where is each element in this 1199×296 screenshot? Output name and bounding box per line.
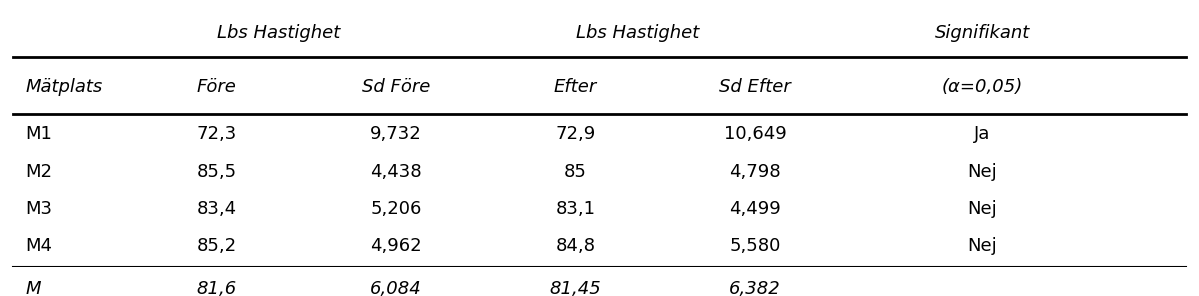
Text: Lbs Hastighet: Lbs Hastighet — [576, 24, 699, 42]
Text: 10,649: 10,649 — [724, 126, 787, 143]
Text: 4,499: 4,499 — [729, 200, 781, 218]
Text: M: M — [25, 280, 41, 296]
Text: Sd Före: Sd Före — [362, 78, 430, 96]
Text: 4,798: 4,798 — [729, 163, 781, 181]
Text: (α=0,05): (α=0,05) — [941, 78, 1023, 96]
Text: 6,084: 6,084 — [370, 280, 422, 296]
Text: Nej: Nej — [968, 237, 998, 255]
Text: M3: M3 — [25, 200, 53, 218]
Text: 5,206: 5,206 — [370, 200, 422, 218]
Text: 85,5: 85,5 — [197, 163, 236, 181]
Text: Ja: Ja — [974, 126, 990, 143]
Text: 4,438: 4,438 — [370, 163, 422, 181]
Text: 9,732: 9,732 — [370, 126, 422, 143]
Text: 81,6: 81,6 — [197, 280, 237, 296]
Text: M4: M4 — [25, 237, 53, 255]
Text: 83,4: 83,4 — [197, 200, 236, 218]
Text: Efter: Efter — [554, 78, 597, 96]
Text: 85: 85 — [565, 163, 588, 181]
Text: 6,382: 6,382 — [729, 280, 781, 296]
Text: M1: M1 — [25, 126, 53, 143]
Text: 85,2: 85,2 — [197, 237, 236, 255]
Text: Före: Före — [197, 78, 236, 96]
Text: Sd Efter: Sd Efter — [719, 78, 791, 96]
Text: 5,580: 5,580 — [729, 237, 781, 255]
Text: Nej: Nej — [968, 163, 998, 181]
Text: Signifikant: Signifikant — [935, 24, 1030, 42]
Text: 83,1: 83,1 — [555, 200, 596, 218]
Text: 72,3: 72,3 — [197, 126, 237, 143]
Text: Nej: Nej — [968, 200, 998, 218]
Text: Mätplats: Mätplats — [25, 78, 103, 96]
Text: M2: M2 — [25, 163, 53, 181]
Text: 72,9: 72,9 — [555, 126, 596, 143]
Text: 84,8: 84,8 — [555, 237, 596, 255]
Text: 4,962: 4,962 — [370, 237, 422, 255]
Text: Lbs Hastighet: Lbs Hastighet — [217, 24, 341, 42]
Text: 81,45: 81,45 — [549, 280, 602, 296]
